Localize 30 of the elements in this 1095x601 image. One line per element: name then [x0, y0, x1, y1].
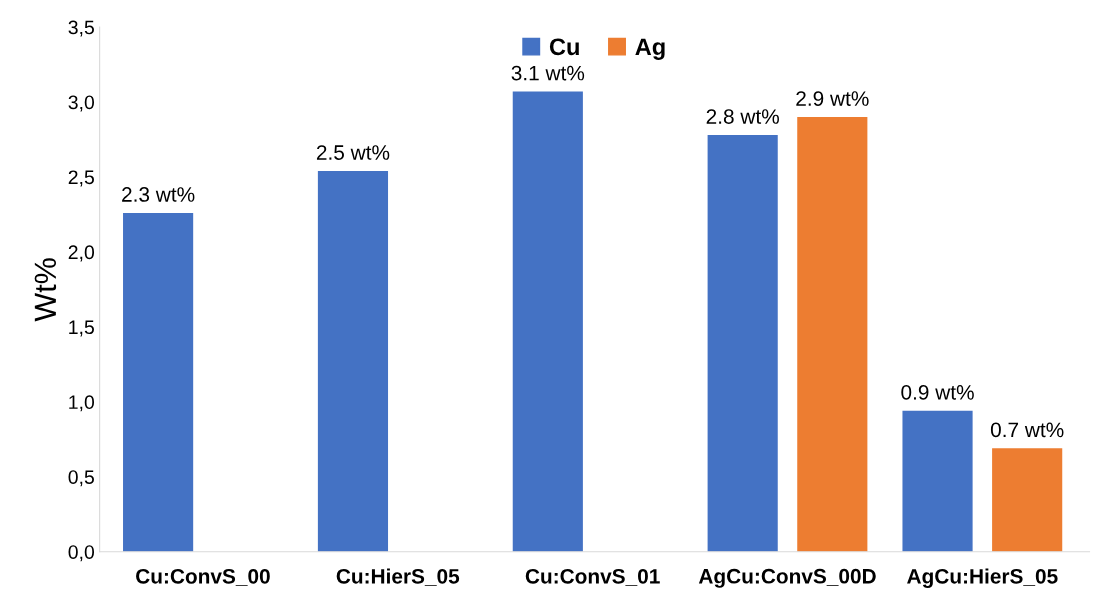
- x-tick-label: Cu:ConvS_01: [525, 568, 660, 587]
- y-tick-label: 1,0: [69, 395, 95, 412]
- y-tick-label: 0,0: [68, 545, 95, 562]
- y-tick-label: 1,5: [69, 320, 94, 337]
- data-label: 0.9 wt%: [901, 384, 974, 400]
- data-label: 0.7 wt%: [990, 422, 1064, 438]
- y-tick-label: 0,5: [68, 470, 94, 487]
- x-tick-label: Cu:ConvS_00: [136, 568, 270, 587]
- data-label: 2.3 wt%: [122, 187, 195, 202]
- y-tick-label: 3,0: [68, 95, 95, 112]
- y-axis-title: Wt%: [34, 258, 57, 322]
- x-tick-label: AgCu:HierS_05: [907, 568, 1058, 588]
- legend-label: Cu: [549, 38, 579, 56]
- data-label: 3.1 wt%: [511, 65, 585, 81]
- bar: [123, 212, 194, 552]
- bar: [317, 170, 389, 552]
- bar: [902, 410, 973, 552]
- x-tick-label: AgCu:ConvS_00D: [698, 568, 876, 588]
- data-label: 2.9 wt%: [796, 91, 869, 106]
- data-label: 2.8 wt%: [706, 109, 779, 124]
- x-tick-label: Cu:HierS_05: [336, 568, 460, 587]
- legend-label: Ag: [635, 38, 665, 60]
- bar: [512, 91, 583, 552]
- data-label: 2.5 wt%: [316, 145, 390, 160]
- bar: [707, 134, 778, 552]
- bar: [797, 116, 868, 552]
- y-tick-label: 2,0: [68, 245, 95, 262]
- y-tick-label: 2,5: [68, 170, 94, 187]
- y-tick-label: 3,5: [68, 20, 94, 37]
- bar: [992, 448, 1063, 552]
